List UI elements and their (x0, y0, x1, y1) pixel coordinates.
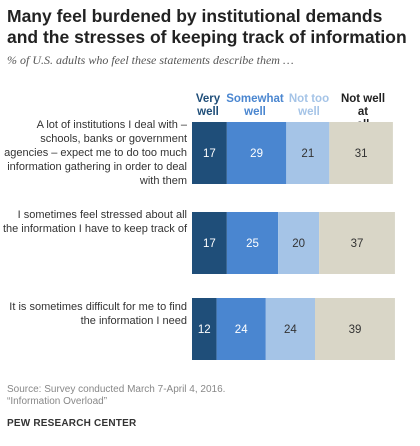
row-label-stressed: I sometimes feel stressed about all the … (2, 209, 187, 235)
source-text: Source: Survey conducted March 7-April 4… (7, 384, 226, 395)
data-label-very-well-row-1: 17 (203, 148, 216, 160)
chart-subtitle: % of U.S. adults who feel these statemen… (7, 53, 294, 67)
bar-very-well-row-2 (192, 212, 227, 274)
chart-title: Many feel burdened by institutional dema… (7, 6, 407, 47)
data-label-somewhat-well-row-3: 24 (235, 324, 248, 336)
data-label-somewhat-well-row-1: 29 (250, 148, 263, 160)
organization-name: PEW RESEARCH CENTER (7, 418, 137, 429)
source-note: Source: Survey conducted March 7-April 4… (7, 384, 225, 407)
data-label-somewhat-well-row-2: 25 (246, 238, 259, 250)
legend-not-too-well: Not too well (288, 93, 330, 118)
data-label-not-well-at-all-row-3: 39 (349, 324, 362, 336)
bar-somewhat-well-row-2 (226, 212, 279, 274)
data-label-not-well-at-all-row-1: 31 (355, 148, 368, 160)
data-label-not-too-well-row-1: 21 (301, 148, 314, 160)
bar-not-well-at-all-row-2 (319, 212, 395, 274)
data-label-very-well-row-2: 17 (203, 238, 216, 250)
bar-very-well-row-3 (192, 298, 217, 360)
data-label-not-well-at-all-row-2: 37 (351, 238, 364, 250)
bar-not-well-at-all-row-3 (315, 298, 395, 360)
row-label-institutions: A lot of institutions I deal with – scho… (4, 119, 187, 187)
bar-not-too-well-row-2 (278, 212, 320, 274)
bar-not-too-well-row-1 (286, 122, 330, 184)
legend-somewhat-well: Somewhat well (226, 93, 284, 118)
bar-somewhat-well-row-1 (226, 122, 287, 184)
data-label-not-too-well-row-3: 24 (284, 324, 297, 336)
bar-not-too-well-row-3 (265, 298, 315, 360)
bar-very-well-row-1 (192, 122, 227, 184)
bar-not-well-at-all-row-1 (329, 122, 393, 184)
bar-somewhat-well-row-3 (216, 298, 266, 360)
row-label-difficult: It is sometimes difficult for me to find… (9, 301, 187, 327)
data-label-not-too-well-row-2: 20 (292, 238, 305, 250)
data-label-very-well-row-3: 12 (198, 324, 211, 336)
legend-very-well: Very well (195, 93, 221, 118)
report-title: “Information Overload” (7, 395, 108, 407)
